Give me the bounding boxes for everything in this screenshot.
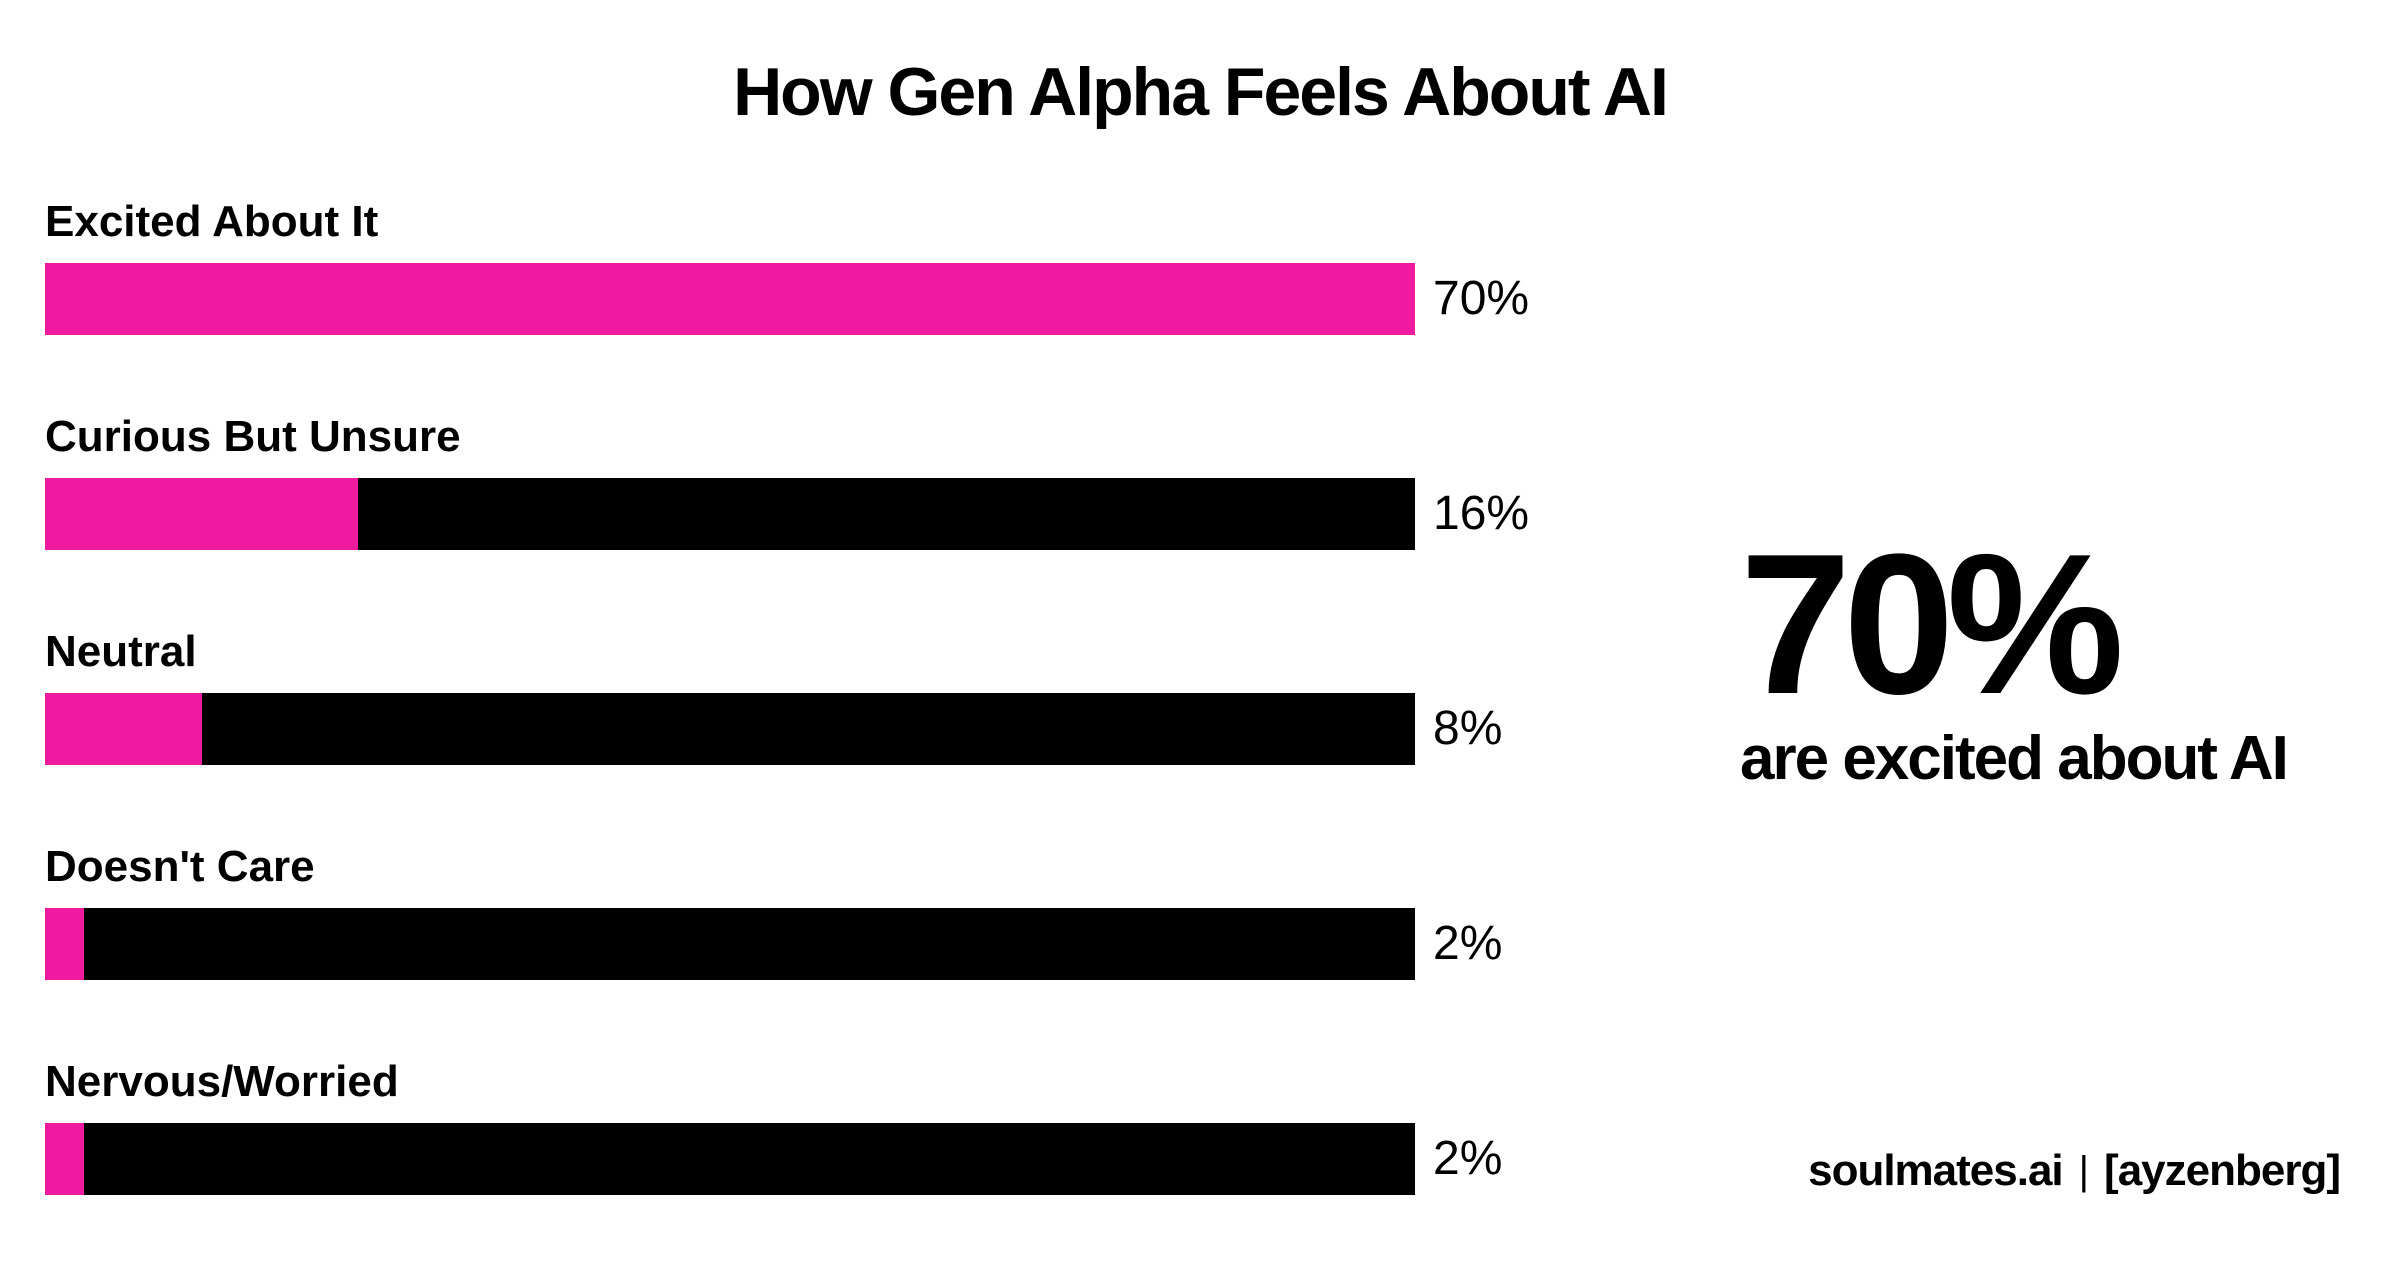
bar-track	[45, 263, 1415, 335]
bar-row: Excited About It 70%	[45, 195, 1545, 345]
callout-text: are excited about AI	[1740, 724, 2289, 793]
bar-fill	[45, 908, 84, 980]
bar-chart: Excited About It 70% Curious But Unsure 16%…	[45, 195, 1545, 1205]
value-label: 16%	[1433, 487, 1530, 540]
bar-fill	[45, 1123, 84, 1195]
category-label: Doesn't Care	[45, 842, 315, 891]
credit: soulmates.ai | [ayzenberg]	[1808, 1146, 2341, 1196]
bar-track	[45, 478, 1415, 550]
bar-track	[45, 693, 1415, 765]
bar-track	[45, 1123, 1415, 1195]
category-label: Neutral	[45, 627, 197, 676]
callout: 70% are excited about AI	[1740, 513, 2380, 794]
bar-row: Curious But Unsure 16%	[45, 410, 1545, 560]
credit-soulmates: soulmates.ai	[1808, 1146, 2064, 1195]
bar-row: Doesn't Care 2%	[45, 840, 1545, 990]
callout-value: 70%	[1740, 513, 2124, 736]
bar-fill	[45, 693, 202, 765]
category-label: Curious But Unsure	[45, 412, 461, 461]
value-label: 2%	[1433, 917, 1503, 970]
value-label: 8%	[1433, 702, 1503, 755]
bar-fill	[45, 478, 358, 550]
value-label: 2%	[1433, 1132, 1503, 1185]
credit-ayzenberg: [ayzenberg]	[2104, 1146, 2341, 1195]
category-label: Excited About It	[45, 197, 379, 246]
category-label: Nervous/Worried	[45, 1057, 399, 1106]
value-label: 70%	[1433, 272, 1530, 325]
bar-track	[45, 908, 1415, 980]
bar-fill	[45, 263, 1415, 335]
bar-row: Neutral 8%	[45, 625, 1545, 775]
credit-separator: |	[2078, 1148, 2089, 1193]
bar-row: Nervous/Worried 2%	[45, 1055, 1545, 1205]
chart-title: How Gen Alpha Feels About AI	[733, 54, 1669, 130]
